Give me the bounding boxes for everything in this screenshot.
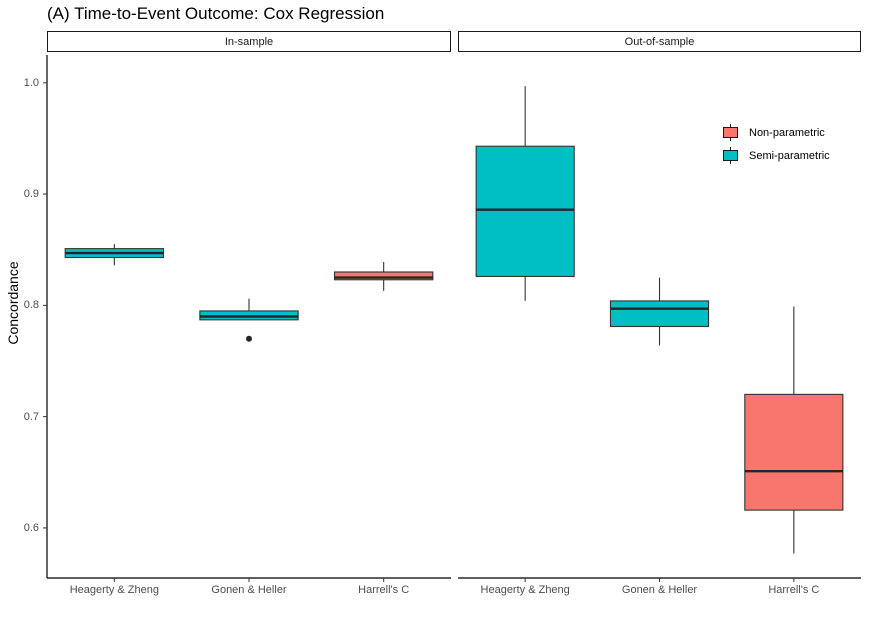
legend-item-non-parametric: Non-parametric [722,121,830,144]
y-tick-label: 0.9 [23,188,39,201]
legend: Non-parametric Semi-parametric [722,121,830,167]
panel-strip-in-sample: In-sample [47,31,451,52]
y-tick-label: 0.6 [23,521,39,534]
box-iqr [333,271,434,281]
panel-strip-out-of-sample: Out-of-sample [458,31,861,52]
box-iqr [609,300,710,328]
x-tick-label: Harrell's C [358,584,410,596]
box-iqr [475,145,575,277]
x-tick-label: Harrell's C [768,584,820,596]
x-tick-label: Heagerty & Zheng [69,584,159,596]
y-tick-label: 0.8 [23,299,39,312]
box-outlier [246,335,252,342]
legend-label-semi-parametric: Semi-parametric [749,149,830,162]
x-tick-label: Heagerty & Zheng [480,584,570,596]
chart-title: (A) Time-to-Event Outcome: Cox Regressio… [47,4,385,23]
legend-label-non-parametric: Non-parametric [749,126,825,139]
box-iqr [744,393,844,511]
legend-key-semi-parametric [722,147,739,164]
y-tick-label: 1.0 [23,76,39,89]
x-tick-label: Gonen & Heller [211,584,287,596]
x-tick-label: Gonen & Heller [621,584,698,596]
y-tick-label: 0.7 [23,410,39,423]
legend-key-non-parametric [722,124,739,141]
legend-item-semi-parametric: Semi-parametric [722,144,830,167]
